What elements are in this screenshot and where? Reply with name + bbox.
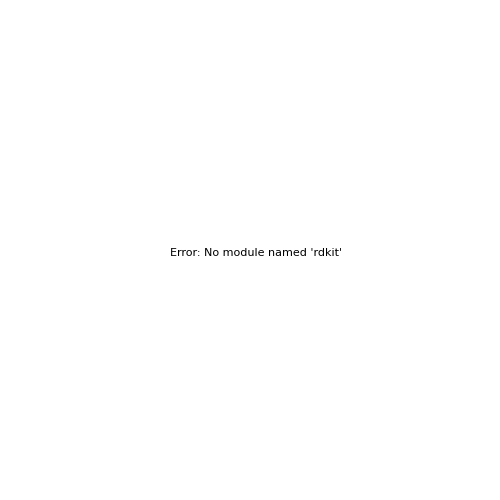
- Text: Error: No module named 'rdkit': Error: No module named 'rdkit': [170, 248, 342, 258]
